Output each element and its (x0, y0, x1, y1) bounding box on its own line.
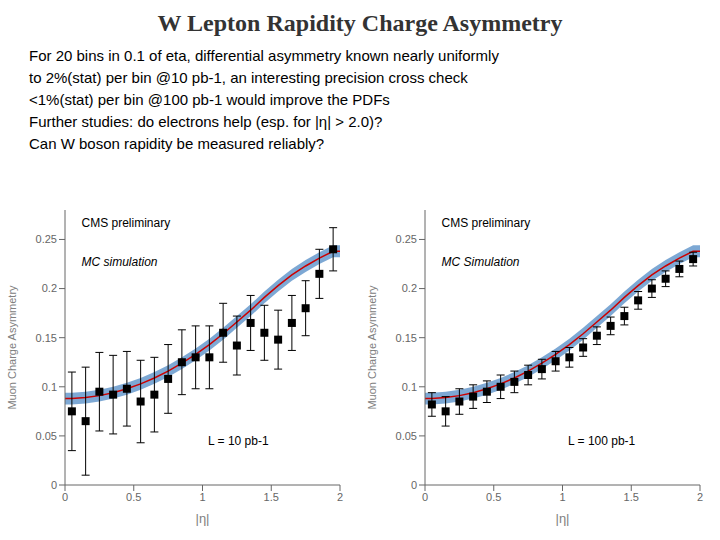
html-text:For 20 bins in 0.1 of eta, dif: For 20 bins in 0.1 of eta, differential … (29, 47, 499, 64)
svg-text:0.15: 0.15 (36, 332, 57, 344)
html-text:MC simulation: MC simulation (81, 254, 158, 269)
svg-text:Muon Charge Asymmetry: Muon Charge Asymmetry (8, 285, 18, 410)
html-text:CMS preliminary: CMS preliminary (441, 216, 531, 230)
html-text:W Lepton Rapidity Charge Asymm: W Lepton Rapidity Charge Asymmetry (157, 10, 563, 36)
svg-text:0.25: 0.25 (396, 233, 417, 245)
svg-text:0.5: 0.5 (486, 491, 501, 503)
svg-text:0.15: 0.15 (396, 332, 417, 344)
html-text:Can W boson rapidity be measur: Can W boson rapidity be measured reliabl… (29, 135, 325, 152)
svg-text:1.5: 1.5 (624, 491, 639, 503)
html-text:MC Simulation: MC Simulation (441, 254, 520, 269)
html-text:<1%(stat) per bin @100 pb-1 wo: <1%(stat) per bin @100 pb-1 would improv… (29, 91, 390, 108)
svg-text:0.2: 0.2 (402, 282, 417, 294)
svg-text:0.1: 0.1 (42, 381, 57, 393)
svg-text:0.05: 0.05 (36, 430, 57, 442)
svg-text:0.1: 0.1 (402, 381, 417, 393)
svg-text:0.25: 0.25 (36, 233, 57, 245)
svg-text:2: 2 (697, 491, 703, 503)
svg-text:|η|: |η| (556, 511, 570, 526)
html-text:CMS preliminary: CMS preliminary (81, 216, 171, 230)
html-text:Further studies: do electrons: Further studies: do electrons help (esp.… (29, 113, 383, 130)
html-text:to 2%(stat) per bin @10 pb-1,: to 2%(stat) per bin @10 pb-1, an interes… (29, 69, 468, 86)
svg-text:1: 1 (559, 491, 565, 503)
svg-text:|η|: |η| (196, 511, 210, 526)
svg-text:0: 0 (62, 491, 68, 503)
svg-text:0.05: 0.05 (396, 430, 417, 442)
svg-text:2: 2 (337, 491, 343, 503)
svg-text:0.2: 0.2 (42, 282, 57, 294)
svg-text:1.5: 1.5 (264, 491, 279, 503)
svg-text:1: 1 (199, 491, 205, 503)
html-text:L = 10 pb-1: L = 10 pb-1 (208, 434, 269, 448)
svg-text:0: 0 (51, 479, 57, 491)
svg-text:0: 0 (422, 491, 428, 503)
svg-text:0.5: 0.5 (126, 491, 141, 503)
svg-text:Muon Charge Asymmetry: Muon Charge Asymmetry (366, 285, 378, 410)
html-text:L = 100 pb-1: L = 100 pb-1 (568, 434, 636, 448)
svg-text:0: 0 (411, 479, 417, 491)
